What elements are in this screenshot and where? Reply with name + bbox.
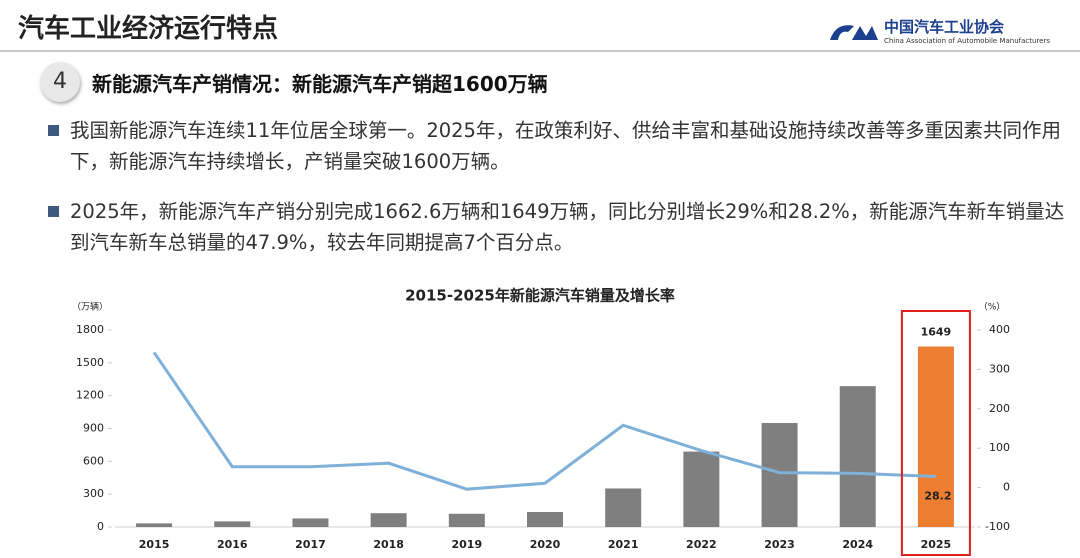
line — [152, 351, 936, 491]
bar — [527, 512, 563, 527]
y2-tick-label: 0 — [1003, 481, 1010, 494]
data-label: 1649 — [921, 326, 952, 339]
bar — [683, 451, 720, 527]
logo-subtext: China Association of Automobile Manufact… — [883, 37, 1050, 45]
x-tick-label: 2021 — [608, 538, 639, 551]
y2-tick-label: -100 — [985, 520, 1010, 533]
bar — [605, 488, 642, 527]
bar — [761, 423, 798, 527]
bar — [448, 513, 485, 527]
y-tick-label: 1800 — [76, 323, 104, 336]
bullet: 我国新能源汽车连续11年位居全球第一。2025年，在政策利好、供给丰富和基础设施… — [48, 115, 1070, 177]
logo-mark — [829, 25, 878, 40]
y2-tick-label: 300 — [989, 362, 1010, 375]
x-tick-label: 2022 — [686, 538, 717, 551]
x-tick-label: 2020 — [530, 538, 561, 551]
x-tick-label: 2023 — [764, 538, 795, 551]
y-tick-label: 1200 — [76, 389, 104, 402]
x-tick-label: 2018 — [373, 538, 404, 551]
bar — [839, 386, 876, 527]
highlight-box — [900, 310, 971, 556]
y-tick-label: 1500 — [76, 356, 104, 369]
y-tick-label: 0 — [97, 520, 104, 533]
logo: 中国汽车工业协会 China Association of Automobile… — [826, 16, 1050, 45]
bullet: 2025年，新能源汽车产销分别完成1662.6万辆和1649万辆，同比分别增长2… — [48, 196, 1070, 258]
y2-axis-label: （%） — [979, 302, 1006, 313]
data-label: 28.2 — [924, 489, 951, 502]
x-tick-label: 2019 — [452, 538, 483, 551]
y-tick-label: 600 — [83, 454, 104, 467]
y2-tick-label: 200 — [989, 402, 1010, 415]
x-tick-label: 2024 — [842, 538, 873, 551]
chart-title: 2015-2025年新能源汽车销量及增长率 — [405, 287, 675, 305]
x-tick-label: 2016 — [217, 538, 248, 551]
bar — [214, 521, 251, 527]
y-tick-label: 300 — [83, 487, 104, 500]
header-rule — [0, 50, 1080, 52]
y2-tick-label: 400 — [989, 323, 1010, 336]
x-tick-label: 2025 — [921, 538, 952, 551]
bar — [292, 518, 329, 527]
section-number: 4 — [40, 62, 80, 102]
bar — [370, 513, 407, 527]
bar — [136, 523, 173, 527]
x-tick-label: 2017 — [295, 538, 326, 551]
y-tick-label: 900 — [83, 422, 104, 435]
x-tick-label: 2015 — [139, 538, 170, 551]
header-title: 汽车工业经济运行特点 — [18, 14, 279, 44]
y2-tick-label: 100 — [989, 441, 1010, 454]
section-heading: 新能源汽车产销情况：新能源汽车产销超1600万辆 — [92, 72, 548, 96]
logo-text: 中国汽车工业协会 — [883, 18, 1004, 36]
bar — [917, 346, 954, 527]
y-axis-label: （万辆） — [72, 301, 108, 313]
